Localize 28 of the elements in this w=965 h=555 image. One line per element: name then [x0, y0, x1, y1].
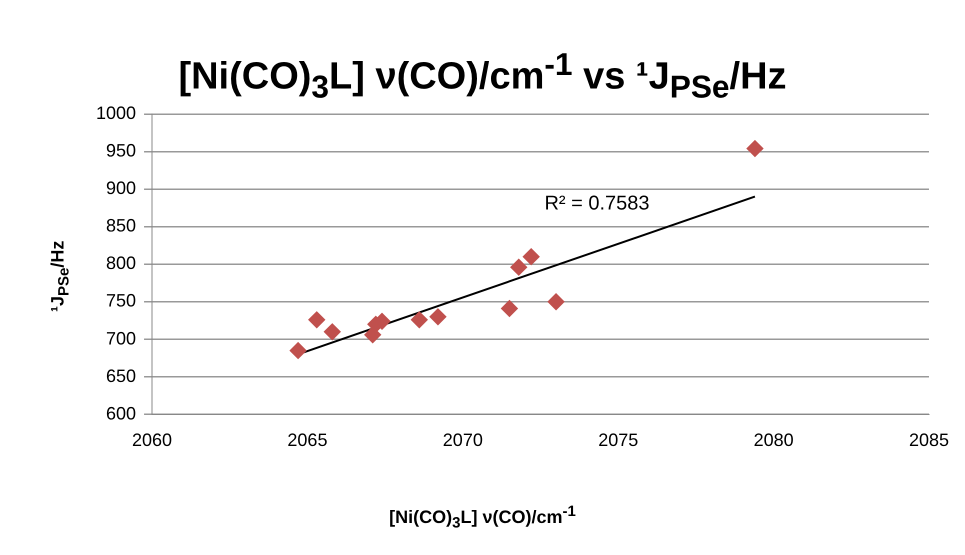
point: [308, 311, 326, 328]
y-tick-label: 950: [106, 140, 136, 161]
annotation: R² = 0.7583: [544, 192, 650, 215]
y-tick-label: 1000: [96, 102, 136, 123]
x-axis-title: [Ni(CO)$_{3}$L] ν(CO)/cm$^{-1}$: [388, 503, 577, 532]
point: [500, 300, 518, 318]
point: [290, 342, 307, 360]
point: [429, 308, 446, 326]
x-tick-label: 2070: [442, 430, 483, 450]
y-tick-label: 850: [106, 216, 136, 236]
point: [548, 293, 565, 310]
x-tick-label: 2085: [908, 430, 949, 450]
x-tick-label: 2060: [132, 430, 172, 450]
y-tick-label: 900: [106, 178, 136, 198]
point: [510, 258, 528, 276]
x-tick-label: 2065: [287, 430, 328, 450]
point: [746, 140, 764, 158]
y-tick-label: 700: [106, 328, 136, 348]
x-tick-label: 2080: [754, 430, 794, 450]
point: [410, 311, 428, 328]
y-tick-label: 750: [106, 290, 136, 311]
x-tick-label: 2075: [598, 430, 638, 450]
y-tick-label: 600: [106, 403, 136, 424]
point: [522, 248, 540, 266]
y-tick-label: 650: [106, 366, 136, 386]
y-tick-label: 800: [106, 253, 136, 274]
point: [324, 323, 341, 340]
chart-title: [Ni(CO)$_{3}$L] ν(CO)/cm$^{-1}$ vs ¹J$_{PSe}$/Hz: [178, 46, 787, 104]
